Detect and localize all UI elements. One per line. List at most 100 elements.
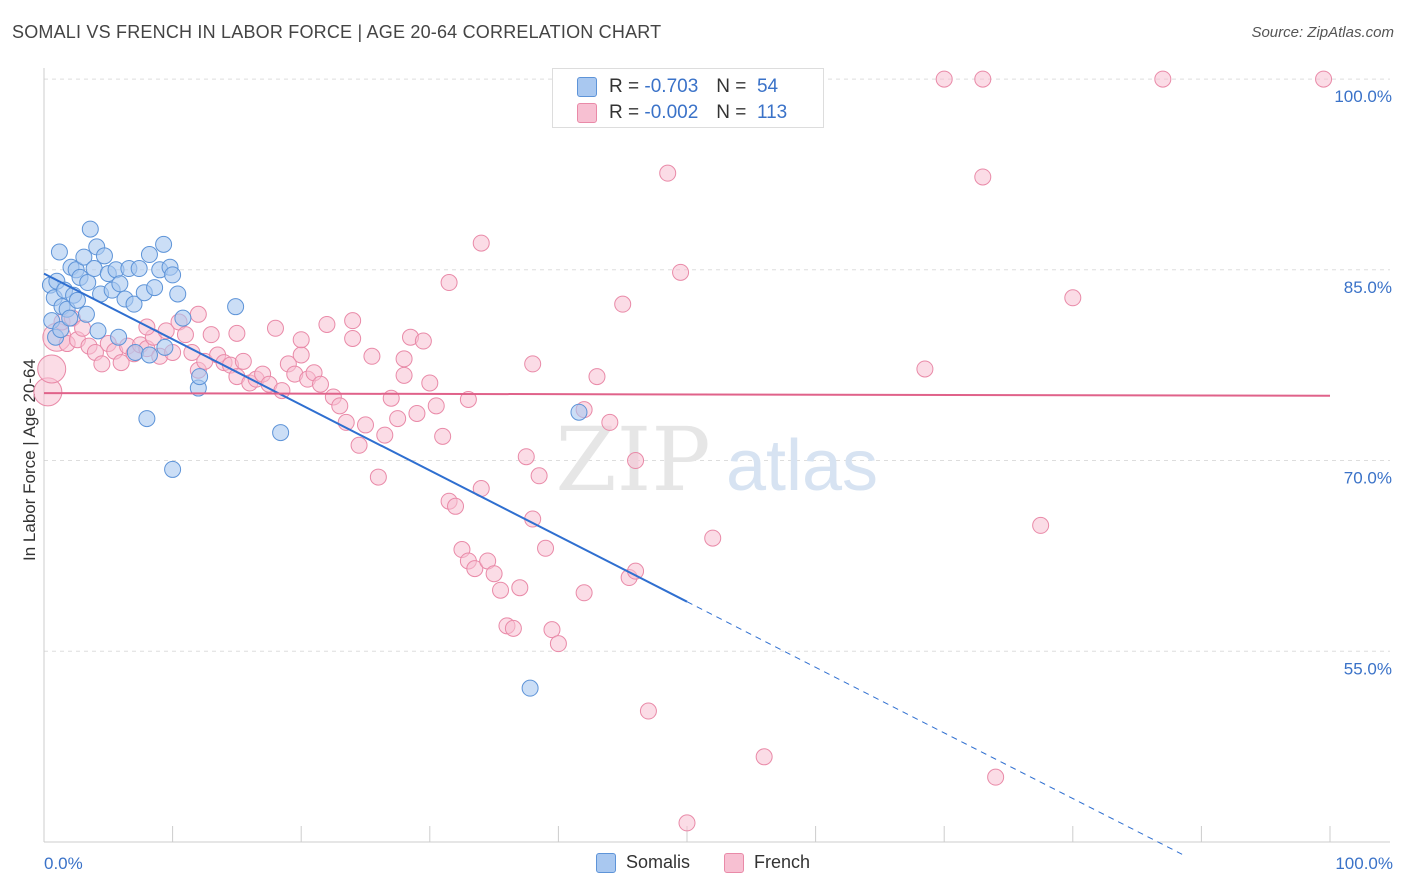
french-point — [112, 354, 130, 372]
somali-point — [570, 403, 588, 421]
axes — [43, 68, 1390, 843]
french-point — [273, 382, 291, 400]
somali-point — [75, 248, 93, 266]
french-point — [504, 619, 522, 637]
french-point — [331, 397, 349, 415]
n-label: N = — [716, 76, 747, 97]
french-point — [311, 375, 329, 393]
french-point — [987, 768, 1005, 786]
french-point — [1154, 70, 1172, 88]
french-point — [350, 436, 368, 454]
r-label: R = — [609, 76, 640, 97]
somali-point — [146, 279, 164, 297]
french-point — [1064, 289, 1082, 307]
french-point — [344, 312, 362, 330]
somali-point — [110, 328, 128, 346]
somalis-legend-label: Somalis — [625, 852, 690, 872]
french-point — [916, 360, 934, 378]
y-tick-label: 100.0% — [1334, 87, 1392, 106]
legend-item-somalis: Somalis — [595, 852, 690, 873]
french-point — [389, 410, 407, 428]
french-point — [704, 529, 722, 547]
somali-point — [85, 260, 103, 278]
somali-point — [521, 679, 539, 697]
legend-row-somalis: R = -0.703 N = 54 — [577, 76, 778, 98]
somali-point — [89, 322, 107, 340]
x-tick-label: 0.0% — [44, 854, 83, 873]
french-point — [382, 389, 400, 407]
somali-point — [61, 309, 79, 327]
somalis-swatch — [577, 77, 597, 97]
french-point — [614, 295, 632, 313]
french-point — [517, 448, 535, 466]
somali-point — [68, 291, 86, 309]
french-point — [292, 331, 310, 349]
stats-legend: R = -0.703 N = 54 R = -0.002 N = 113 — [552, 68, 824, 128]
r-label: R = — [609, 102, 640, 123]
french-n-value: 113 — [756, 102, 788, 123]
somali-point — [169, 285, 187, 303]
somali-point — [111, 275, 129, 293]
french-point — [228, 324, 246, 342]
chart-title: SOMALI VS FRENCH IN LABOR FORCE | AGE 20… — [12, 22, 662, 42]
french-point — [639, 702, 657, 720]
french-point — [408, 404, 426, 422]
n-label: N = — [716, 102, 747, 123]
french-point — [588, 368, 606, 386]
french-point — [974, 168, 992, 186]
somali-point — [81, 220, 99, 238]
legend-row-french: R = -0.002 N = 113 — [577, 102, 787, 124]
french-point — [344, 329, 362, 347]
french-trend-line — [43, 392, 1331, 397]
french-point — [266, 319, 284, 337]
french-legend-label: French — [754, 852, 811, 872]
somali-point — [174, 309, 192, 327]
somalis-n-value: 54 — [756, 76, 779, 97]
french-point — [672, 263, 690, 281]
french-point — [524, 355, 542, 373]
somali-point — [95, 247, 113, 265]
somali-point — [155, 235, 173, 253]
french-point — [395, 350, 413, 368]
french-point — [37, 354, 67, 384]
tick-labels: 100.0% 85.0% 70.0% 55.0% 0.0% 100.0% — [44, 87, 1393, 873]
french-point — [447, 497, 465, 515]
y-tick-label: 55.0% — [1344, 659, 1392, 678]
french-point — [485, 565, 503, 583]
french-point — [427, 397, 445, 415]
french-point — [1032, 516, 1050, 534]
somali-point — [126, 343, 144, 361]
french-point — [74, 319, 92, 337]
french-point — [93, 355, 111, 373]
french-point — [202, 326, 220, 344]
french-point — [1315, 70, 1333, 88]
somali-point — [79, 274, 97, 292]
french-point — [318, 315, 336, 333]
french-point — [659, 164, 677, 182]
french-point — [421, 374, 439, 392]
somali-point — [164, 266, 182, 284]
french-r-value: -0.002 — [644, 102, 699, 123]
somali-point — [272, 424, 290, 442]
french-point — [530, 467, 548, 485]
somali-point — [156, 338, 174, 356]
french-point — [357, 416, 374, 434]
french-point — [234, 352, 252, 370]
somalis-trend-line — [43, 272, 688, 603]
french-point — [492, 581, 510, 599]
french-point — [369, 468, 387, 486]
french-point — [440, 274, 458, 292]
watermark-atlas: atlas — [726, 426, 878, 506]
french-point — [189, 305, 207, 323]
french-point — [395, 366, 413, 384]
somali-point — [191, 368, 209, 386]
source-note: Source: ZipAtlas.com — [1251, 24, 1394, 41]
somali-point — [52, 321, 70, 339]
french-legend-swatch — [724, 852, 744, 873]
somalis-trend-line-extension — [686, 601, 1183, 855]
somali-point — [138, 410, 156, 428]
somali-points — [41, 220, 588, 697]
french-point — [935, 70, 953, 88]
french-swatch — [577, 103, 597, 123]
series-legend: Somalis French — [0, 852, 1406, 873]
